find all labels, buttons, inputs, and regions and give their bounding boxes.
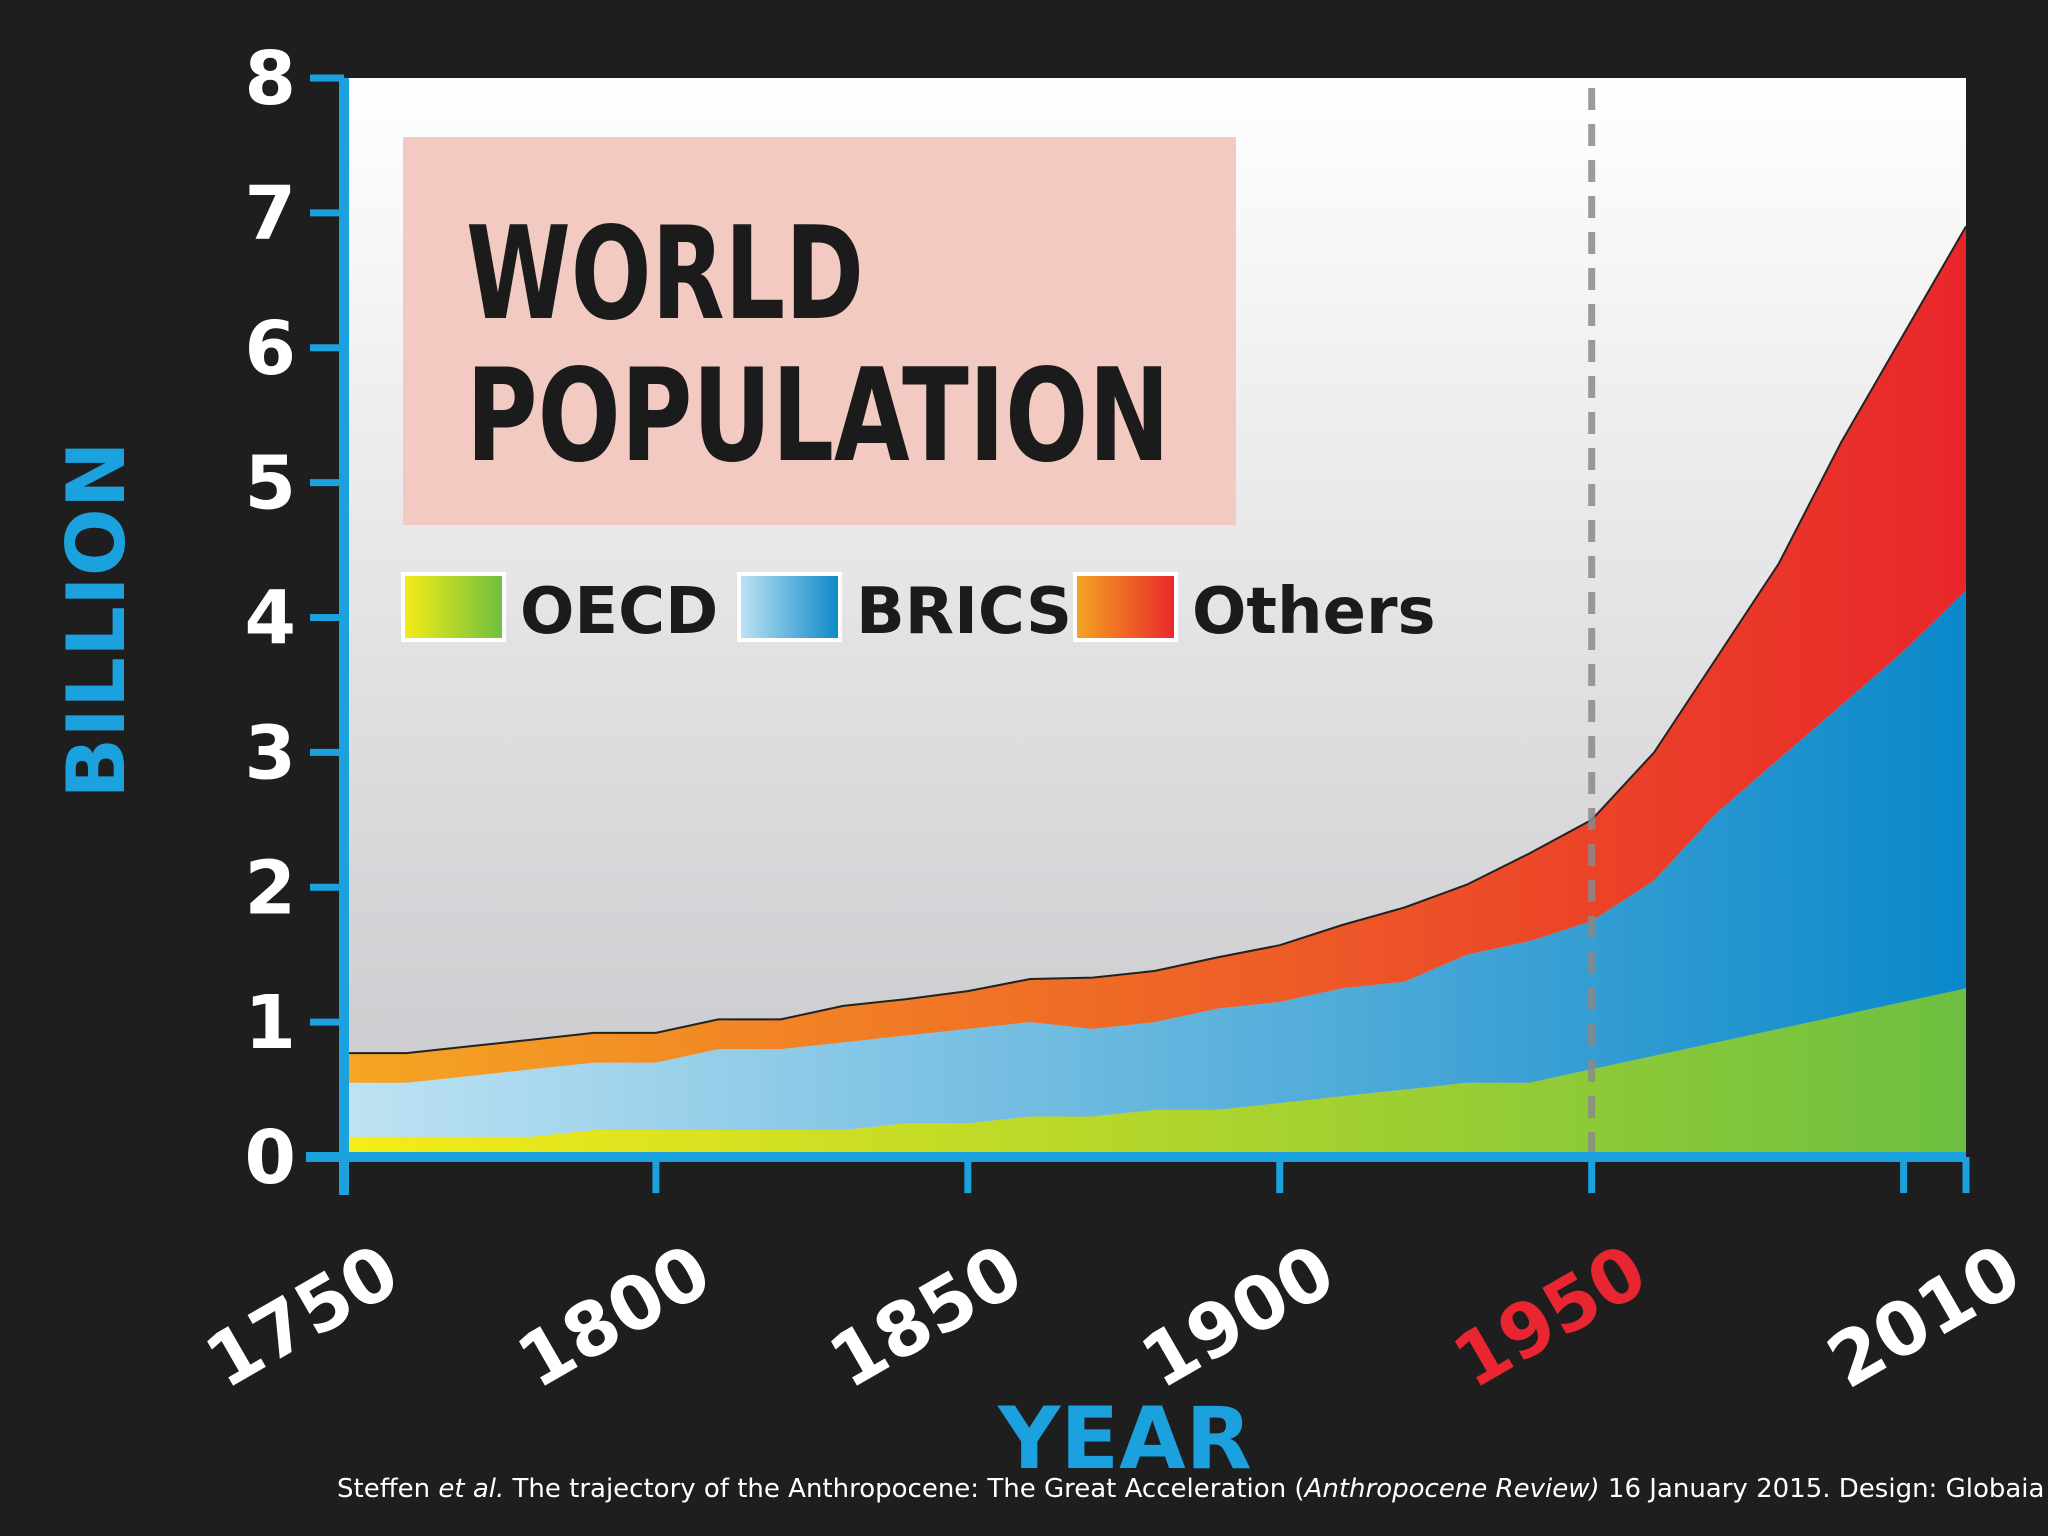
legend-swatch-brics: [737, 572, 842, 642]
x-tick-label: 1850: [815, 1228, 1036, 1405]
area-brics: [344, 590, 1966, 1137]
y-tick-label: 1: [245, 980, 297, 1066]
y-tick-label: 7: [245, 171, 297, 257]
citation-etal: et al.: [438, 1474, 505, 1504]
legend-swatch-oecd: [401, 572, 506, 642]
total-outline: [344, 225, 1967, 1055]
y-axis-title: BILLION: [50, 441, 143, 798]
legend-swatch-others: [1073, 572, 1178, 642]
title-box: [403, 137, 1236, 525]
citation: Steffen et al. The trajectory of the Ant…: [337, 1474, 2044, 1504]
y-tick-label: 6: [245, 306, 297, 392]
x-axis-title: YEAR: [997, 1389, 1252, 1489]
x-tick-label: 2010: [1814, 1228, 2035, 1405]
chart-title-line: POPULATION: [466, 342, 1170, 491]
legend-label-oecd: OECD: [520, 575, 718, 649]
citation-journal: Anthropocene Review): [1304, 1474, 1600, 1504]
y-tick-label: 5: [245, 441, 297, 527]
citation-tail: 16 January 2015. Design: Globaia: [1599, 1474, 2045, 1504]
y-tick-label: 0: [245, 1115, 297, 1201]
x-tick-label: 1800: [504, 1228, 725, 1405]
legend-label-brics: BRICS: [856, 575, 1072, 649]
legend-label-others: Others: [1192, 575, 1436, 649]
y-tick-label: 4: [245, 576, 297, 662]
citation-text: The trajectory of the Anthropocene: The …: [504, 1474, 1305, 1504]
x-tick-label: 1900: [1127, 1228, 1348, 1405]
x-tick-label: 1750: [192, 1228, 413, 1405]
area-oecd: [344, 988, 1966, 1157]
chart-title-line: WORLD: [466, 200, 864, 349]
y-tick-label: 8: [245, 36, 297, 122]
citation-authors: Steffen: [337, 1474, 439, 1504]
area-others: [344, 226, 1966, 1083]
y-tick-label: 2: [245, 845, 297, 931]
x-tick-label: 1950: [1439, 1228, 1660, 1405]
y-tick-label: 3: [245, 710, 297, 796]
